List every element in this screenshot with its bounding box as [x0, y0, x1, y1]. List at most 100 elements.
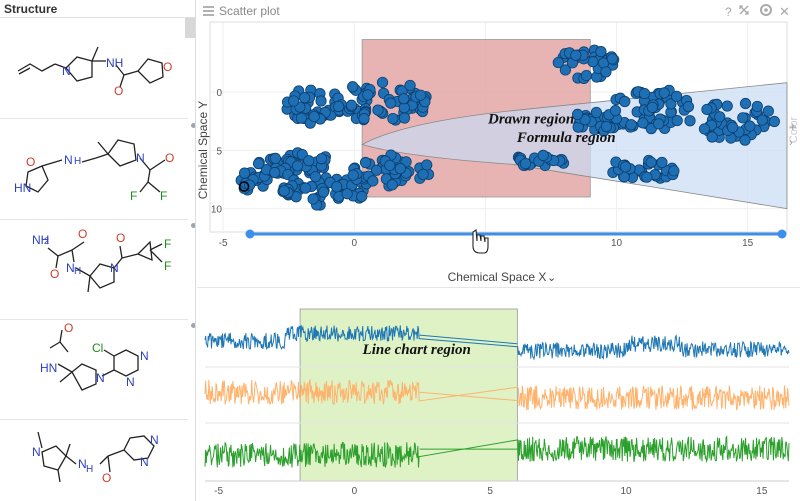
scatter-point[interactable] [638, 87, 651, 100]
y-axis-label[interactable]: Chemical Space Y [197, 101, 210, 200]
line-chart-viewer[interactable]: Line chart region -5 0 5 10 15 [197, 289, 800, 501]
scatter-point[interactable] [278, 185, 290, 197]
scatter-point[interactable] [552, 56, 564, 69]
scatter-point[interactable] [358, 113, 370, 125]
line-series-2[interactable] [204, 378, 790, 411]
scatter-point[interactable] [384, 159, 396, 171]
scatter-point[interactable] [609, 105, 622, 117]
scatter-plot-viewer[interactable]: Scatter plot ? ✕ -50510150510Drawn regio… [197, 0, 800, 288]
scatter-point[interactable] [570, 49, 582, 61]
scatter-svg[interactable]: Scatter plot ? ✕ -50510150510Drawn regio… [197, 0, 800, 288]
scatter-point[interactable] [762, 105, 774, 117]
molecule-row[interactable]: O HN N H N O F F [0, 120, 188, 220]
scatter-point[interactable] [590, 106, 602, 119]
scatter-point[interactable] [519, 157, 532, 170]
scatter-point[interactable] [341, 188, 353, 200]
scatter-point[interactable] [768, 115, 780, 128]
scatter-point[interactable] [637, 117, 649, 129]
scatter-point[interactable] [706, 131, 718, 143]
molecule-row[interactable]: N NH O O [0, 19, 188, 119]
line-chart-svg[interactable]: Line chart region -5 0 5 10 15 [197, 289, 800, 501]
scatter-point[interactable] [356, 190, 368, 203]
scatter-point[interactable] [333, 100, 345, 113]
chevron-right-icon[interactable]: › [789, 137, 793, 149]
scatter-point[interactable] [645, 156, 657, 168]
scatter-point[interactable] [291, 160, 304, 172]
scatter-point[interactable] [580, 69, 593, 82]
scatter-point[interactable] [414, 89, 427, 101]
scatter-point[interactable] [288, 95, 300, 107]
scatter-point[interactable] [619, 95, 631, 108]
scatter-point[interactable] [606, 53, 618, 65]
x-range-slider-handle-left[interactable] [245, 229, 255, 239]
scatter-point[interactable] [751, 100, 763, 113]
molecule-row[interactable]: N N H O N N [0, 420, 188, 501]
scatter-point[interactable] [421, 159, 433, 171]
scatter-point[interactable] [682, 101, 695, 113]
scatter-point[interactable] [315, 153, 328, 165]
scatter-point[interactable] [317, 186, 330, 198]
scatter-point[interactable] [394, 162, 406, 175]
scatter-point[interactable] [739, 134, 751, 146]
scatter-point[interactable] [559, 64, 571, 76]
scatter-point[interactable] [721, 100, 733, 112]
scatter-point[interactable] [367, 175, 379, 187]
scatter-point[interactable] [398, 93, 410, 105]
x-range-slider-handle-right[interactable] [777, 229, 787, 239]
scatter-point[interactable] [625, 119, 637, 131]
scatter-point[interactable] [404, 79, 416, 92]
molecule-row[interactable]: O HN N Cl N N [0, 320, 188, 420]
color-axis-label[interactable]: Color [788, 117, 800, 144]
scatter-point[interactable] [299, 182, 312, 194]
scatter-point[interactable] [619, 161, 632, 173]
x-axis-label[interactable]: Chemical Space X [448, 270, 547, 284]
scatter-point[interactable] [600, 120, 613, 133]
scatter-point[interactable] [387, 112, 399, 125]
scatter-point[interactable] [658, 87, 670, 99]
scatter-point[interactable] [359, 156, 372, 169]
scatter-point[interactable] [315, 95, 327, 107]
scatter-point[interactable] [671, 90, 683, 102]
scatter-point[interactable] [653, 118, 665, 130]
scatter-point[interactable] [641, 171, 653, 183]
line-chart-plot-area[interactable]: Line chart region -5 0 5 10 15 [204, 308, 790, 497]
molecule-row[interactable]: NH 2 O O N H N O F F [0, 220, 188, 320]
scatter-point[interactable] [252, 158, 265, 170]
scatter-point[interactable] [308, 111, 320, 123]
scatter-point[interactable] [739, 97, 752, 110]
line-series-1[interactable] [204, 325, 790, 361]
scatter-point[interactable] [744, 120, 756, 132]
scatter-point[interactable] [671, 114, 683, 127]
line-series-3[interactable] [204, 435, 790, 468]
scatter-point[interactable] [537, 149, 549, 161]
hamburger-menu-icon[interactable] [203, 6, 214, 16]
scatter-point[interactable] [386, 179, 398, 191]
scatter-point[interactable] [756, 114, 768, 126]
scatter-point[interactable] [307, 193, 319, 205]
scatter-point[interactable] [417, 168, 429, 181]
scatter-point[interactable] [362, 89, 374, 101]
scatter-point[interactable] [714, 111, 726, 123]
scatter-point[interactable] [370, 164, 383, 176]
left-scrollbar-thumb[interactable] [185, 18, 195, 38]
scatter-points[interactable] [235, 44, 780, 211]
scatter-point[interactable] [398, 112, 411, 124]
scatter-point[interactable] [299, 92, 311, 104]
scatter-point[interactable] [656, 156, 668, 169]
scatter-point[interactable] [737, 112, 749, 124]
scatter-point[interactable] [347, 169, 359, 181]
scatter-point[interactable] [295, 112, 307, 124]
structure-column-header[interactable]: Structure [0, 0, 195, 18]
scatter-point[interactable] [345, 99, 358, 111]
scatter-point[interactable] [595, 46, 607, 58]
scatter-point[interactable] [309, 171, 322, 183]
settings-gear-icon[interactable] [760, 4, 772, 16]
scatter-point[interactable] [571, 108, 584, 121]
scatter-point[interactable] [269, 152, 282, 164]
scatter-point[interactable] [698, 123, 711, 135]
scatter-point[interactable] [376, 76, 389, 89]
help-icon[interactable]: ? [725, 5, 732, 19]
scatter-point[interactable] [600, 66, 612, 78]
scatter-point[interactable] [269, 166, 281, 179]
